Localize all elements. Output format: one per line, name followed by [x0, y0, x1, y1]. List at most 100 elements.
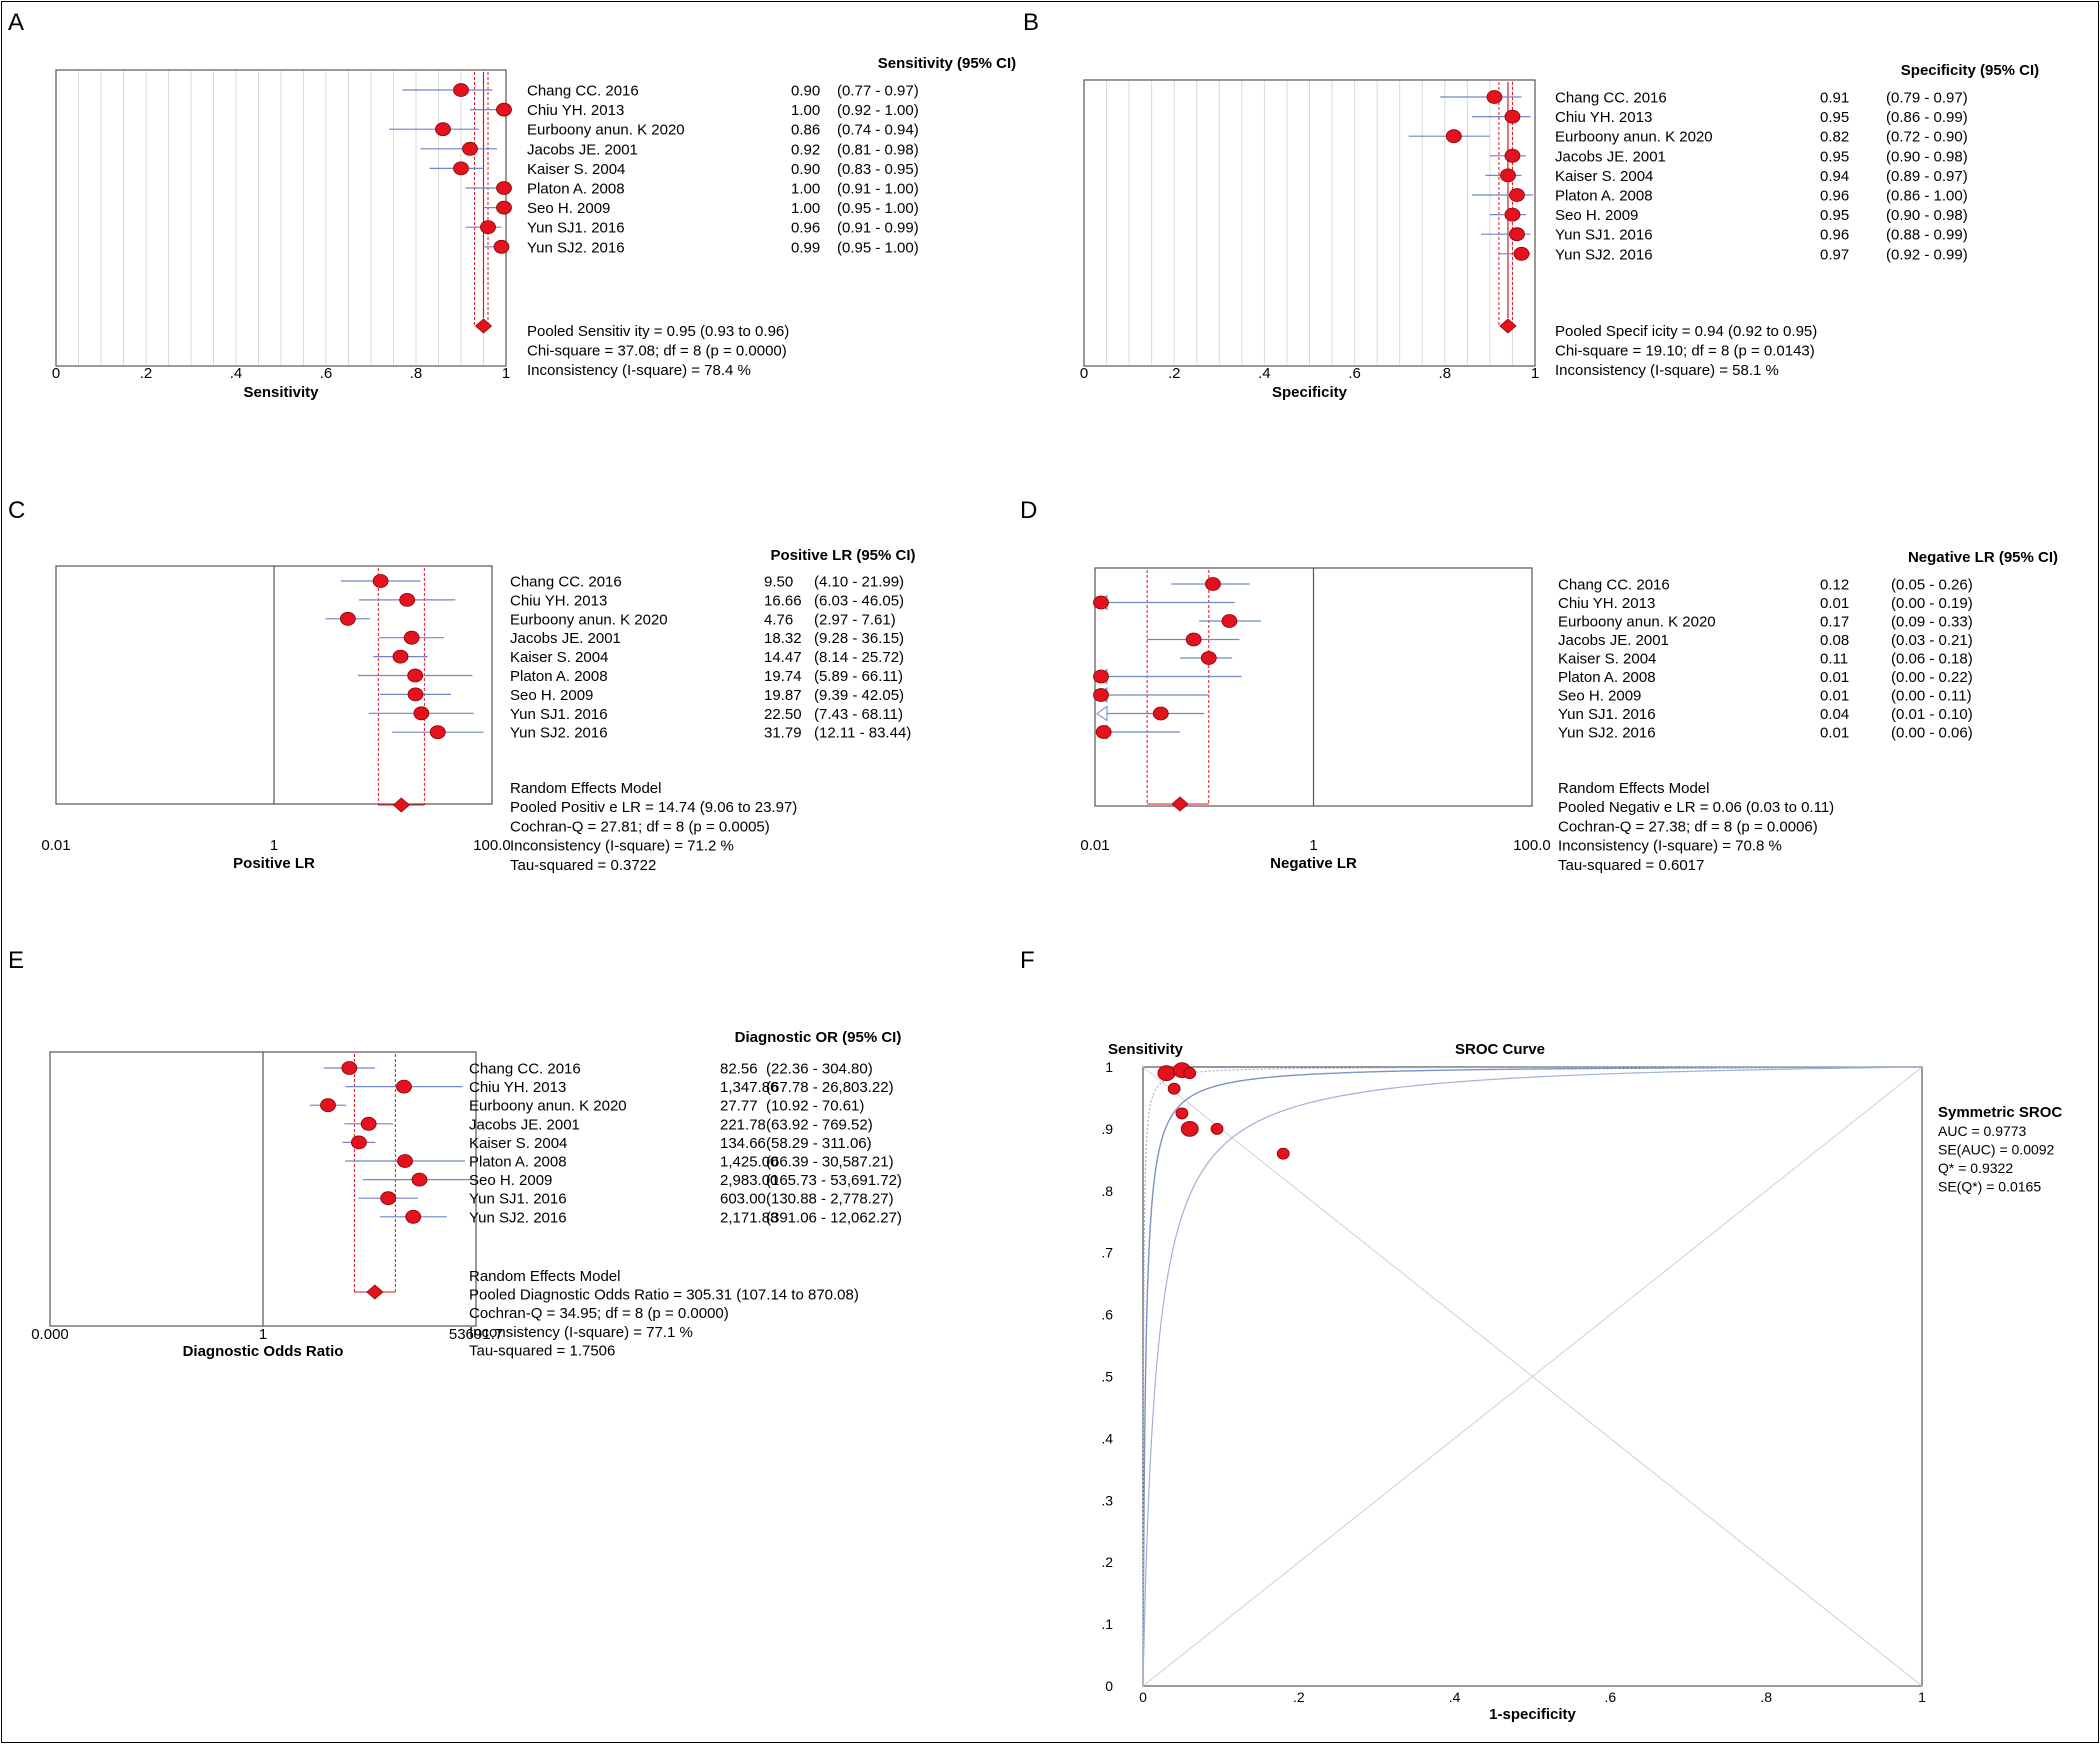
panel-label-a: A — [8, 9, 24, 36]
study-name: Kaiser S. 2004 — [510, 649, 608, 666]
study-point — [1180, 1121, 1199, 1137]
study-ci: (0.92 - 1.00) — [837, 102, 919, 119]
point-estimate — [360, 1116, 377, 1131]
summary-line: Inconsistency (I-square) = 78.4 % — [527, 362, 751, 379]
study-value: 0.01 — [1820, 669, 1849, 686]
point-estimate — [480, 220, 496, 235]
study-value: 31.79 — [764, 725, 802, 742]
study-name: Jacobs JE. 2001 — [527, 141, 638, 158]
study-name: Seo H. 2009 — [1555, 207, 1638, 224]
tick-label: .6 — [320, 365, 333, 382]
study-value: 1.00 — [791, 102, 820, 119]
study-ci: (67.78 - 26,803.22) — [766, 1079, 894, 1096]
study-ci: (0.95 - 1.00) — [837, 239, 919, 256]
study-value: 0.86 — [791, 122, 820, 139]
tick-label: 0.01 — [1080, 837, 1109, 854]
study-ci: (0.91 - 1.00) — [837, 181, 919, 198]
point-estimate — [1093, 669, 1109, 684]
point-estimate — [380, 1191, 397, 1206]
study-value: 19.87 — [764, 687, 802, 704]
study-name: Kaiser S. 2004 — [469, 1135, 567, 1152]
x-tick-label: .8 — [1760, 1689, 1772, 1705]
axis-label: Sensitivity — [243, 384, 319, 401]
study-name: Eurboony anun. K 2020 — [510, 611, 668, 628]
study-value: 134.66 — [720, 1135, 766, 1152]
panel-E: E Chang CC. 2016 82.56 (22.36 - 304.80) Chiu… — [8, 947, 902, 1360]
tick-label: .2 — [140, 365, 153, 382]
study-value: 0.96 — [791, 220, 820, 237]
tick-label: .4 — [230, 365, 243, 382]
sroc-ci-lower — [1142, 1066, 1923, 1686]
study-ci: (0.91 - 0.99) — [837, 220, 919, 237]
x-axis-label: 1-specificity — [1489, 1706, 1576, 1723]
point-estimate — [435, 122, 451, 137]
study-value: 9.50 — [764, 574, 793, 591]
y-tick-label: .6 — [1101, 1307, 1113, 1323]
summary-line: Chi-square = 37.08; df = 8 (p = 0.0000) — [527, 343, 787, 360]
panel-A: A Chang CC. 2016 0.90 (0.77 - 0.97) Chiu YH.… — [8, 9, 1016, 401]
y-tick-label: .5 — [1101, 1369, 1113, 1385]
point-estimate — [403, 630, 420, 645]
summary-line: Pooled Specif icity = 0.94 (0.92 to 0.95… — [1555, 323, 1817, 340]
y-tick-label: .8 — [1101, 1183, 1113, 1199]
point-estimate — [407, 687, 424, 702]
study-value: 1,347.86 — [720, 1079, 778, 1096]
study-value: 27.77 — [720, 1098, 758, 1115]
tick-label: .8 — [410, 365, 423, 382]
study-value: 0.90 — [791, 83, 820, 100]
study-name: Chang CC. 2016 — [1555, 90, 1667, 107]
y-tick-label: 1 — [1105, 1059, 1113, 1075]
axis-label: Negative LR — [1270, 855, 1357, 872]
study-value: 0.11 — [1820, 651, 1848, 668]
point-estimate — [1221, 614, 1238, 628]
study-ci: (6.03 - 46.05) — [814, 592, 904, 609]
study-value: 0.90 — [791, 161, 820, 178]
point-estimate — [493, 239, 510, 254]
study-value: 2,983.00 — [720, 1172, 778, 1189]
study-value: 1.00 — [791, 200, 820, 217]
study-ci: (0.00 - 0.11) — [1891, 688, 1972, 705]
pooled-diamond — [474, 318, 493, 334]
summary-line: Inconsistency (I-square) = 58.1 % — [1555, 362, 1779, 379]
tick-label: .6 — [1348, 365, 1361, 382]
x-tick-label: .4 — [1449, 1689, 1461, 1705]
study-name: Kaiser S. 2004 — [1558, 651, 1656, 668]
study-ci: (0.77 - 0.97) — [837, 83, 919, 100]
tick-label: 0.01 — [41, 837, 70, 854]
study-point — [1167, 1082, 1181, 1095]
study-point — [1175, 1107, 1189, 1120]
summary-line: Pooled Diagnostic Odds Ratio = 305.31 (1… — [469, 1287, 859, 1304]
study-ci: (0.00 - 0.19) — [1891, 595, 1973, 612]
panel-D: D Chang CC. 2016 0.12 (0.05 - 0.26) Chiu YH.… — [1020, 497, 2058, 874]
study-name: Eurboony anun. K 2020 — [469, 1098, 627, 1115]
study-ci: (0.79 - 0.97) — [1886, 90, 1968, 107]
study-name: Yun SJ2. 2016 — [1558, 725, 1656, 742]
study-name: Yun SJ1. 2016 — [510, 706, 608, 723]
study-name: Yun SJ1. 2016 — [527, 220, 625, 237]
study-name: Yun SJ1. 2016 — [1555, 227, 1653, 244]
summary-line: Cochran-Q = 27.81; df = 8 (p = 0.0005) — [510, 818, 770, 835]
study-ci: (4.10 - 21.99) — [814, 574, 904, 591]
study-value: 1,425.00 — [720, 1154, 778, 1171]
summary-line: Inconsistency (I-square) = 70.8 % — [1558, 838, 1782, 855]
legend-title: Symmetric SROC — [1938, 1104, 2062, 1121]
x-tick-label: .2 — [1293, 1689, 1305, 1705]
point-estimate — [496, 181, 512, 195]
point-estimate — [1152, 706, 1169, 721]
study-value: 16.66 — [764, 592, 802, 609]
study-ci: (0.01 - 0.10) — [1891, 706, 1973, 723]
study-ci: (7.43 - 68.11) — [814, 706, 903, 723]
study-ci: (391.06 - 12,062.27) — [766, 1209, 902, 1226]
panel-label-c: C — [8, 497, 25, 524]
point-estimate — [399, 593, 416, 607]
study-ci: (0.86 - 1.00) — [1886, 188, 1968, 205]
point-estimate — [1509, 188, 1525, 202]
tick-label: 1 — [259, 1326, 267, 1343]
summary-line: Cochran-Q = 34.95; df = 8 (p = 0.0000) — [469, 1305, 729, 1322]
point-estimate — [392, 649, 409, 664]
study-value: 0.17 — [1820, 614, 1849, 631]
study-ci: (165.73 - 53,691.72) — [766, 1172, 902, 1189]
x-tick-label: 0 — [1139, 1689, 1147, 1705]
panel-label-f: F — [1020, 947, 1035, 974]
